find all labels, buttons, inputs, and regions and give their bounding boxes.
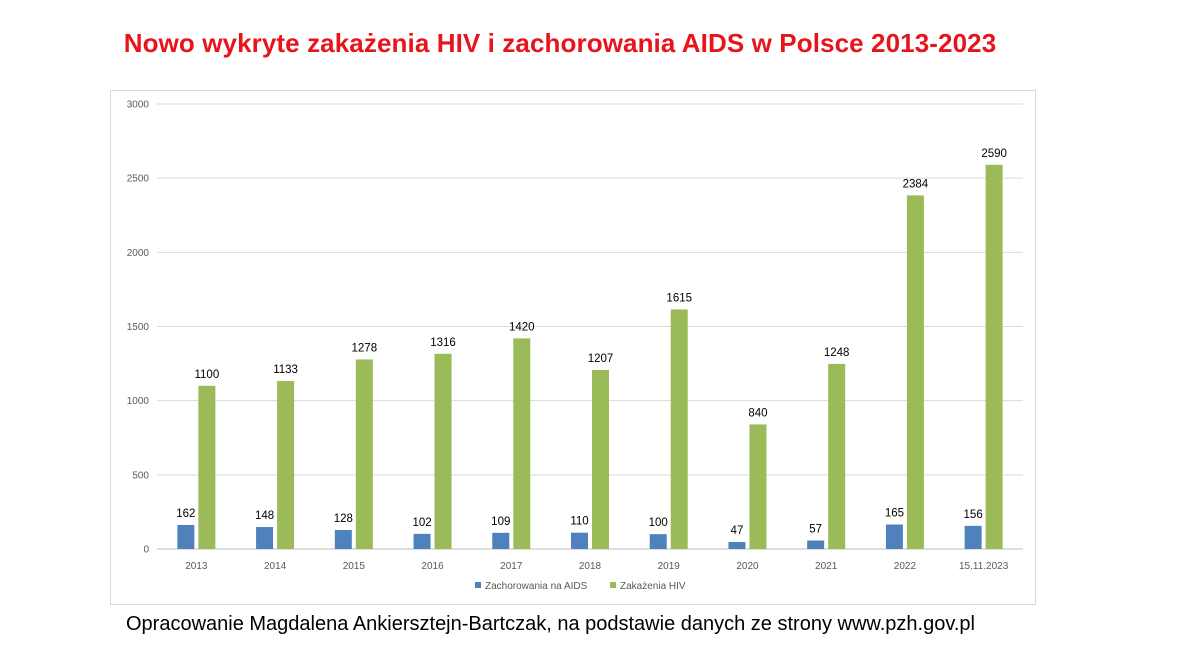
y-tick-label: 2000: [127, 248, 150, 259]
hiv-bar: [749, 424, 767, 549]
aids-data-label: 102: [412, 517, 431, 529]
y-tick-label: 1500: [127, 322, 150, 333]
y-tick-label: 3000: [127, 100, 150, 111]
x-tick-label: 2018: [579, 561, 602, 572]
legend-swatch: [475, 582, 481, 588]
aids-data-label: 128: [334, 513, 353, 525]
hiv-data-label: 2590: [981, 148, 1007, 160]
hiv-bar: [906, 195, 924, 549]
y-tick-label: 1000: [127, 396, 150, 407]
hiv-bar: [355, 359, 373, 549]
x-tick-label: 2016: [421, 561, 444, 572]
aids-bar: [334, 530, 352, 549]
aids-data-label: 165: [885, 508, 904, 520]
aids-bar: [885, 524, 903, 549]
hiv-data-label: 1133: [273, 364, 298, 376]
aids-bar: [492, 532, 510, 549]
hiv-data-label: 1316: [430, 337, 456, 349]
aids-data-label: 148: [255, 510, 274, 522]
x-tick-label: 2014: [264, 561, 287, 572]
x-tick-label: 2017: [500, 561, 523, 572]
hiv-bar: [592, 369, 609, 549]
aids-data-label: 110: [570, 516, 588, 528]
page-title: Nowo wykryte zakażenia HIV i zachorowani…: [123, 28, 997, 58]
chart-area: 0 500 1000 1500 2000 2500 3000 162 1100 2013 148 11…: [110, 90, 1036, 605]
hiv-bar: [670, 309, 688, 549]
hiv-data-label: 840: [748, 407, 767, 419]
legend-label: Zakażenia HIV: [620, 581, 686, 592]
y-tick-label: 0: [143, 545, 149, 556]
aids-data-label: 47: [731, 525, 744, 537]
aids-bar: [649, 534, 667, 549]
aids-bar: [807, 540, 825, 549]
x-tick-label: 2013: [185, 561, 208, 572]
hiv-bar: [985, 164, 1003, 550]
hiv-data-label: 1278: [352, 342, 378, 354]
aids-bar: [728, 542, 746, 549]
aids-data-label: 156: [964, 509, 983, 521]
legend-swatch: [610, 582, 616, 588]
source-note: Opracowanie Magdalena Ankiersztejn-Bartc…: [126, 613, 975, 635]
x-tick-label: 2020: [736, 561, 759, 572]
hiv-bar: [434, 353, 452, 549]
aids-data-label: 100: [649, 517, 668, 529]
x-tick-label: 2021: [815, 561, 838, 572]
y-tick-label: 2500: [127, 174, 150, 185]
hiv-data-label: 1248: [824, 347, 850, 359]
aids-data-label: 162: [176, 508, 195, 520]
aids-bar: [256, 527, 274, 549]
hiv-bar: [828, 363, 846, 549]
hiv-data-label: 1207: [588, 353, 614, 365]
x-tick-label: 2015: [343, 561, 366, 572]
aids-bar: [964, 525, 982, 549]
hiv-bar: [198, 385, 216, 549]
x-tick-label: 2022: [894, 561, 917, 572]
x-tick-label: 15.11.2023: [959, 561, 1009, 572]
hiv-bar: [513, 338, 531, 549]
bar-chart: 0 500 1000 1500 2000 2500 3000 162 1100 2013 148 11…: [127, 100, 1023, 592]
y-tick-label: 500: [132, 470, 149, 481]
aids-data-label: 57: [809, 524, 822, 536]
hiv-data-label: 2384: [903, 178, 929, 190]
aids-bar: [413, 533, 431, 549]
hiv-data-label: 1615: [666, 292, 692, 304]
aids-data-label: 109: [491, 516, 510, 528]
hiv-data-label: 1100: [194, 369, 219, 381]
hiv-bar: [277, 380, 295, 549]
hiv-data-label: 1420: [509, 321, 535, 333]
x-tick-label: 2019: [658, 561, 681, 572]
aids-bar: [571, 532, 588, 549]
aids-bar: [177, 524, 195, 549]
legend-label: Zachorowania na AIDS: [485, 581, 588, 592]
